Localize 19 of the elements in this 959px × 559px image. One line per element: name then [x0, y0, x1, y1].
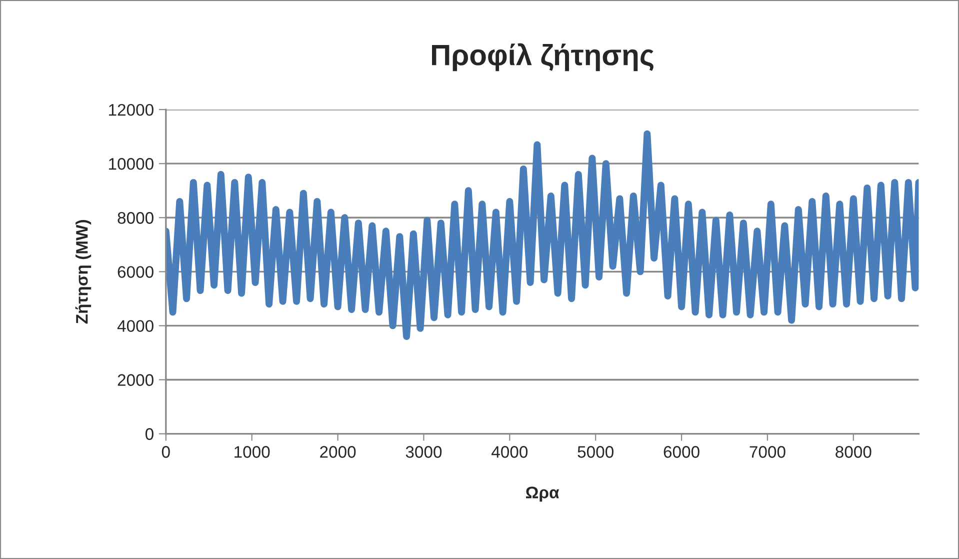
x-tick-label: 6000 — [664, 446, 700, 458]
y-tick-label: 6000 — [118, 266, 154, 278]
x-tick-label: 2000 — [320, 446, 356, 458]
y-tick-label: 10000 — [109, 158, 154, 170]
x-tick-label: 8000 — [836, 446, 872, 458]
y-tick-label: 8000 — [118, 212, 154, 224]
x-tick-label: 1000 — [234, 446, 270, 458]
y-tick-label: 12000 — [109, 104, 154, 116]
x-tick-label: 0 — [162, 446, 170, 458]
y-axis-title: Ζήτηση (MW) — [75, 220, 92, 324]
y-tick-label: 0 — [145, 428, 154, 440]
x-tick-label: 7000 — [750, 446, 786, 458]
y-tick-label: 2000 — [118, 374, 154, 386]
x-axis-title: Ωρα — [526, 486, 560, 502]
x-tick-label: 4000 — [492, 446, 528, 458]
chart-title: Προφίλ ζήτησης — [432, 43, 654, 72]
x-tick-label: 3000 — [406, 446, 442, 458]
x-tick-label: 5000 — [578, 446, 614, 458]
y-tick-label: 4000 — [117, 320, 154, 332]
